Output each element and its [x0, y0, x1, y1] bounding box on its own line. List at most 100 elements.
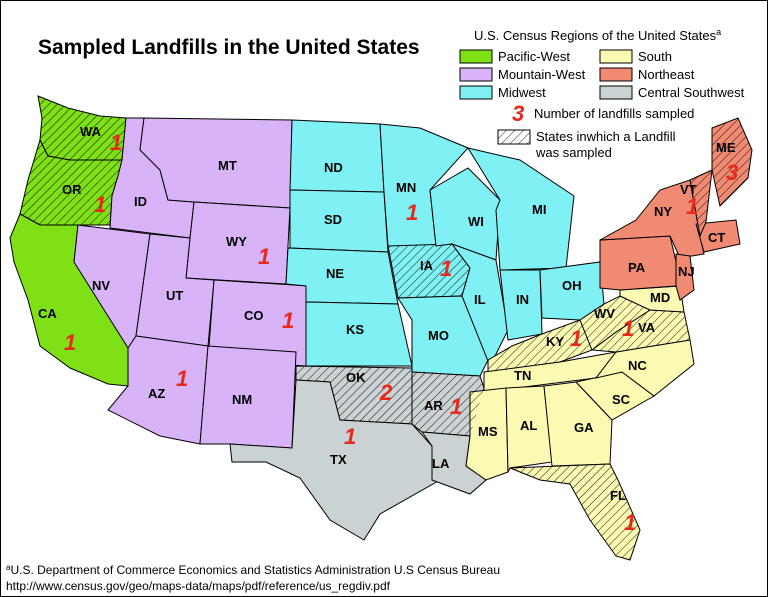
hatch-me [712, 118, 752, 206]
legend-hatch-label-1: States inwhich a Landfill [536, 129, 676, 144]
hatch-wa [38, 96, 126, 160]
label-fl: FL [610, 488, 626, 503]
label-nd: ND [324, 160, 343, 175]
label-wi: WI [468, 214, 484, 229]
label-mn: MN [396, 180, 416, 195]
legend-title: U.S. Census Regions of the United States… [474, 27, 721, 43]
legend-hatch-label-2: was sampled [535, 145, 612, 160]
legend-label-central-southwest: Central Southwest [638, 85, 745, 100]
count-wy: 1 [258, 244, 270, 269]
count-ky: 1 [570, 326, 582, 351]
label-al: AL [520, 418, 537, 433]
count-ia: 1 [440, 256, 452, 281]
count-vt: 1 [686, 194, 698, 219]
label-nc: NC [628, 358, 647, 373]
footnote-source: aU.S. Department of Commerce Economics a… [6, 563, 500, 577]
hatch-fl [510, 464, 640, 560]
label-oh: OH [562, 278, 582, 293]
legend-label-south: South [638, 49, 672, 64]
landfill-counts: 1 1 1 1 1 1 1 1 2 1 1 1 1 1 1 3 [64, 130, 738, 535]
legend: U.S. Census Regions of the United States… [459, 27, 745, 160]
legend-hatch-swatch [497, 129, 531, 145]
hatch-ky [488, 320, 592, 372]
label-mt: MT [218, 158, 237, 173]
state-al[interactable] [505, 385, 553, 473]
legend-swatch-mountain-west [459, 67, 493, 82]
state-ct[interactable] [695, 219, 741, 253]
state-tx[interactable] [229, 379, 441, 541]
state-nd[interactable] [289, 119, 385, 193]
hatch-vt [690, 170, 712, 236]
label-co: CO [244, 308, 264, 323]
count-fl: 1 [624, 510, 636, 535]
label-mi: MI [532, 202, 546, 217]
label-id: ID [134, 194, 147, 209]
label-il: IL [474, 292, 486, 307]
label-nj: NJ [678, 264, 695, 279]
hatch-wv [580, 296, 650, 350]
label-vt: VT [680, 182, 697, 197]
label-tn: TN [514, 368, 531, 383]
label-nm: NM [232, 392, 252, 407]
label-wy: WY [226, 234, 247, 249]
label-sd: SD [324, 212, 342, 227]
count-co: 1 [282, 308, 294, 333]
label-mo: MO [428, 328, 449, 343]
count-va: 1 [622, 316, 634, 341]
label-nv: NV [92, 278, 110, 293]
legend-label-pacific-west: Pacific-West [498, 49, 570, 64]
legend-label-midwest: Midwest [498, 85, 546, 100]
count-tx: 1 [344, 424, 356, 449]
legend-count-label: Number of landfills sampled [534, 106, 694, 121]
count-wa: 1 [110, 130, 122, 155]
legend-swatch-south [599, 49, 633, 64]
label-md: MD [650, 290, 670, 305]
state-nj[interactable] [675, 253, 695, 301]
label-sc: SC [612, 392, 631, 407]
hatch-ok [296, 366, 412, 424]
hatch-ar [412, 372, 484, 436]
label-pa: PA [628, 260, 646, 275]
label-ga: GA [574, 420, 594, 435]
state-mi[interactable] [466, 147, 575, 271]
footnote-url: http://www.census.gov/geo/maps-data/maps… [6, 579, 391, 593]
count-or: 1 [94, 192, 106, 217]
hatch-va [592, 310, 690, 352]
label-ut: UT [166, 288, 183, 303]
label-ms: MS [478, 424, 498, 439]
label-wv: WV [594, 306, 615, 321]
label-va: VA [638, 320, 656, 335]
legend-swatch-midwest [459, 85, 493, 100]
count-az: 1 [176, 366, 188, 391]
label-or: OR [62, 182, 82, 197]
sampled-hatch-layer [20, 96, 752, 560]
label-wa: WA [80, 124, 102, 139]
label-ok: OK [346, 370, 366, 385]
label-ky: KY [546, 334, 564, 349]
legend-count-symbol: 3 [512, 101, 524, 126]
legend-label-northeast: Northeast [638, 67, 695, 82]
count-ok: 2 [379, 380, 393, 405]
label-ia: IA [420, 258, 434, 273]
label-ct: CT [708, 230, 725, 245]
legend-swatch-pacific-west [459, 49, 493, 64]
label-ca: CA [38, 306, 57, 321]
hatch-ia [388, 244, 470, 298]
hatch-or [20, 140, 122, 225]
legend-swatch-northeast [599, 67, 633, 82]
label-tx: TX [330, 452, 347, 467]
label-ny: NY [654, 204, 672, 219]
count-me: 3 [726, 160, 738, 185]
label-me: ME [716, 140, 736, 155]
legend-label-mountain-west: Mountain-West [498, 67, 586, 82]
count-ca: 1 [64, 330, 76, 355]
state-ga[interactable] [543, 381, 613, 467]
label-in: IN [516, 292, 529, 307]
count-mn: 1 [406, 200, 418, 225]
label-az: AZ [148, 386, 165, 401]
map-title: Sampled Landfills in the United States [38, 36, 420, 59]
count-ar: 1 [450, 394, 462, 419]
legend-swatch-central-southwest [599, 85, 633, 100]
label-ne: NE [326, 266, 344, 281]
